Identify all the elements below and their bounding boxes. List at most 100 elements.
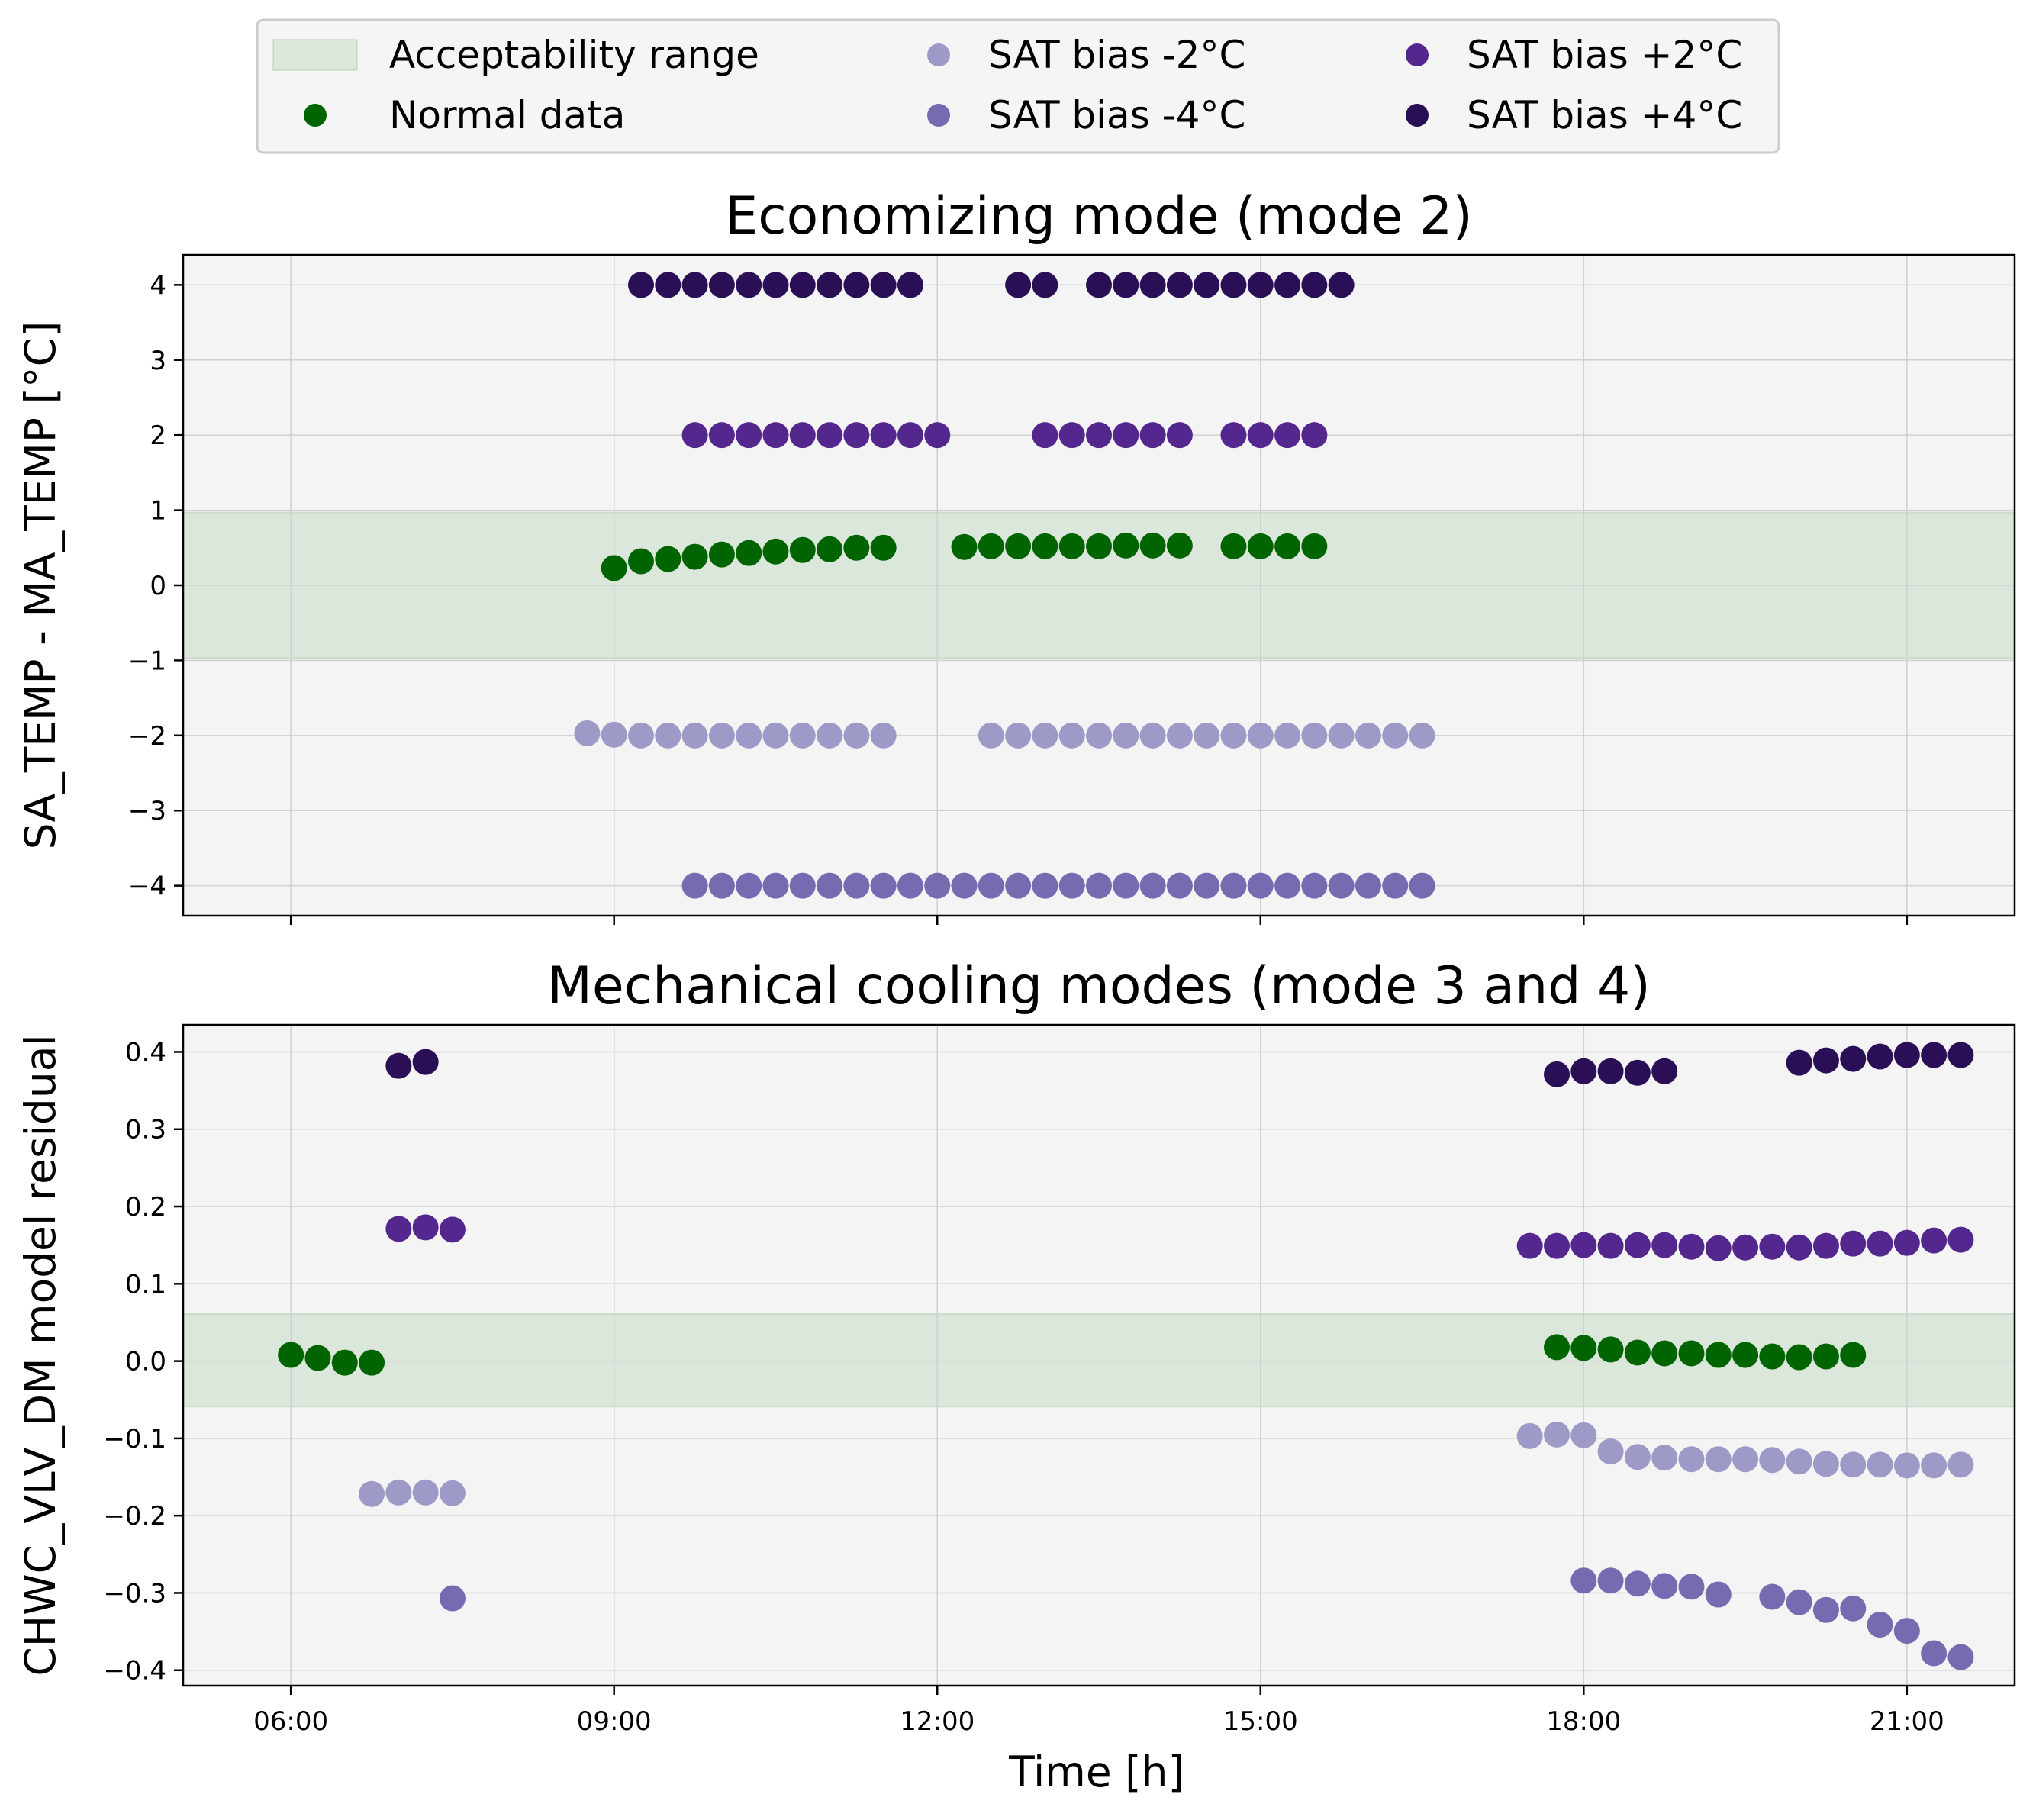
y-tick-label: −0.2 [103,1501,166,1532]
x-tick-label: 18:00 [1546,1706,1621,1737]
data-point-sat-bias-2-c [1544,1232,1570,1259]
data-point-sat-bias-4-c [1812,1047,1839,1074]
data-point-sat-bias-4-c [1921,1640,1947,1667]
data-point-sat-bias-2-c [574,720,601,746]
data-point-sat-bias-2-c [1786,1448,1812,1475]
y-tick-label: −3 [128,796,166,826]
data-point-sat-bias-2-c [1409,722,1435,749]
y-tick-label: 2 [150,420,166,451]
data-point-sat-bias-2-c [843,722,870,749]
x-tick-label: 09:00 [577,1706,652,1737]
data-point-sat-bias-2-c [1597,1232,1624,1259]
data-point-normal-data [1544,1334,1570,1361]
data-point-sat-bias-4-c [762,272,789,298]
data-point-normal-data [1624,1339,1651,1366]
data-point-sat-bias-2-c [1301,422,1328,449]
data-point-sat-bias-4-c [1705,1581,1732,1608]
data-point-sat-bias-2-c [1220,422,1247,449]
data-point-sat-bias-2-c [1624,1232,1651,1258]
data-point-sat-bias-2-c [1705,1235,1732,1261]
y-tick-label: 0.3 [125,1115,166,1145]
data-point-sat-bias-4-c [1840,1045,1867,1072]
data-point-sat-bias-2-c [1867,1451,1893,1478]
economizing-panel: 4 3 2 1 0 −1 −2 −3 −4 Economizing mode (mode 2) SA… [16,186,2016,925]
data-point-sat-bias-2-c [1570,1232,1597,1258]
data-point-sat-bias-4-c [870,872,897,899]
legend-label: SAT bias -2°C [988,33,1245,77]
data-point-normal-data [1651,1340,1678,1367]
data-point-sat-bias-4-c [1274,872,1301,899]
data-point-normal-data [1139,532,1166,559]
data-point-sat-bias-4-c [1947,1644,1974,1670]
data-point-sat-bias-2-c [1301,722,1328,749]
data-point-sat-bias-4-c [1544,1061,1570,1087]
data-point-normal-data [601,555,627,581]
data-point-sat-bias-2-c [1194,722,1220,749]
data-point-normal-data [736,540,762,566]
data-point-sat-bias-2-c [681,422,708,449]
data-point-sat-bias-4-c [1058,872,1085,899]
data-point-sat-bias-2-c [1247,422,1274,449]
data-point-normal-data [628,548,654,575]
data-point-sat-bias-4-c [1382,872,1409,899]
data-point-sat-bias-2-c [1247,722,1274,749]
data-point-sat-bias-4-c [412,1049,439,1075]
legend-marker [927,104,950,127]
data-point-sat-bias-4-c [1812,1596,1839,1623]
data-point-sat-bias-4-c [1570,1058,1597,1084]
data-point-sat-bias-2-c [1516,1232,1543,1259]
data-point-sat-bias-4-c [736,272,762,298]
data-point-sat-bias-4-c [924,872,951,899]
legend-marker [1406,43,1429,66]
data-point-normal-data [817,536,843,562]
data-point-sat-bias-2-c [1382,722,1409,749]
y-tick-label: −0.3 [103,1578,166,1609]
y-tick-label: 1 [150,496,166,527]
data-point-sat-bias-2-c [601,721,627,748]
x-axis-label: Time [h] [1008,1748,1184,1796]
data-point-sat-bias-2-c [1759,1447,1786,1474]
data-point-normal-data [1301,533,1328,559]
data-point-sat-bias-2-c [1058,722,1085,749]
data-point-sat-bias-4-c [789,272,816,298]
data-point-normal-data [681,543,708,570]
data-point-sat-bias-4-c [1086,872,1112,899]
data-point-sat-bias-4-c [1624,1059,1651,1086]
data-point-sat-bias-2-c [412,1214,439,1241]
data-point-sat-bias-4-c [1893,1042,1920,1068]
data-point-sat-bias-2-c [1759,1233,1786,1260]
y-tick-label: 0.2 [125,1192,166,1222]
data-point-normal-data [1220,533,1247,559]
data-point-sat-bias-4-c [789,872,816,899]
data-point-sat-bias-2-c [1086,422,1112,449]
x-tick-label: 06:00 [253,1706,328,1737]
data-point-sat-bias-4-c [1409,872,1435,899]
data-point-sat-bias-2-c [789,422,816,449]
data-point-normal-data [870,534,897,561]
y-axis-label: SA_TEMP - MA_TEMP [°C] [16,321,65,850]
data-point-normal-data [304,1345,331,1371]
chart-title: Economizing mode (mode 2) [725,186,1473,246]
data-point-sat-bias-2-c [1840,1451,1867,1478]
data-point-normal-data [1732,1342,1759,1368]
data-point-sat-bias-2-c [736,722,762,749]
y-tick-label: −1 [128,646,166,676]
data-point-sat-bias-2-c [708,422,735,449]
data-point-sat-bias-2-c [708,722,735,749]
y-tick-label: −0.4 [103,1656,166,1686]
data-point-normal-data [1113,532,1139,559]
data-point-normal-data [1678,1340,1705,1367]
data-point-sat-bias-2-c [1220,722,1247,749]
data-point-sat-bias-2-c [817,722,843,749]
data-point-sat-bias-2-c [412,1479,439,1506]
data-point-sat-bias-2-c [762,422,789,449]
legend-label: SAT bias +4°C [1467,93,1742,137]
data-point-sat-bias-4-c [1247,872,1274,899]
data-point-sat-bias-4-c [1113,272,1139,298]
data-point-sat-bias-2-c [1921,1227,1947,1254]
data-point-sat-bias-2-c [1139,722,1166,749]
data-point-normal-data [1705,1342,1732,1368]
data-point-sat-bias-4-c [708,872,735,899]
legend-label: SAT bias +2°C [1467,33,1742,77]
data-point-normal-data [1005,533,1032,559]
